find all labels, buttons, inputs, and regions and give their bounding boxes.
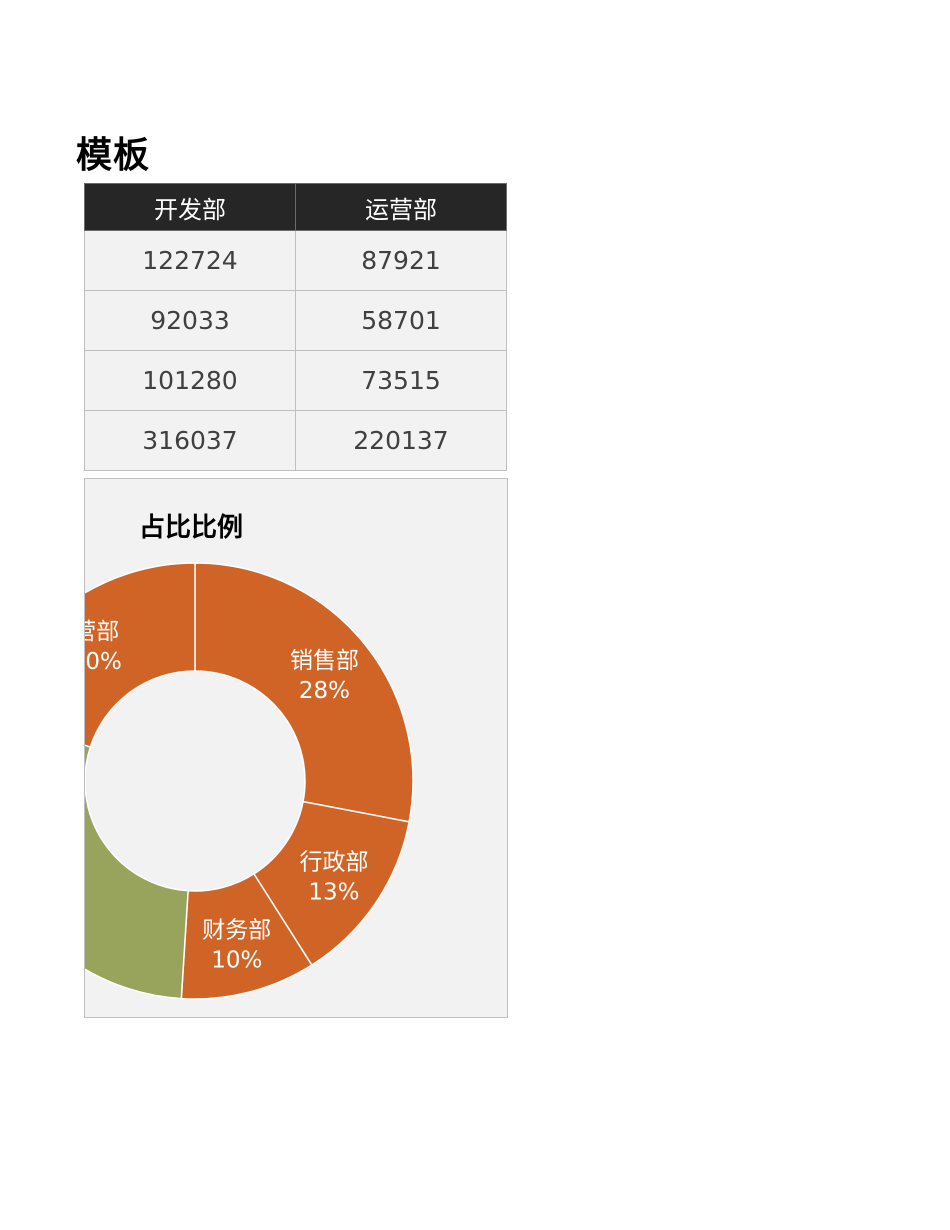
donut-slice — [85, 744, 189, 1000]
donut-slice — [194, 562, 414, 823]
chart-title: 占比比例 — [139, 513, 244, 543]
slice-percent-label: 13% — [308, 879, 359, 905]
table-row: 122724 87921 — [84, 230, 507, 291]
table-cell: 101280 — [84, 350, 296, 411]
slice-percent-label: 28% — [299, 678, 350, 704]
table-cell: 316037 — [84, 410, 296, 471]
table-cell: 122724 — [84, 230, 296, 291]
slice-percent-label: 20% — [85, 649, 122, 675]
page-title: 模板 — [76, 135, 151, 176]
table-cell: 220137 — [295, 410, 507, 471]
data-table: 开发部 运营部 122724 87921 92033 58701 101280 … — [84, 183, 507, 471]
donut-slice — [85, 562, 196, 748]
table-cell: 73515 — [295, 350, 507, 411]
table-cell: 92033 — [84, 290, 296, 351]
slice-label: 财务部 — [202, 918, 271, 944]
slice-percent-label: 10% — [211, 948, 262, 974]
slice-label: 营部 — [85, 619, 119, 645]
slice-label: 行政部 — [299, 849, 368, 875]
table-row: 101280 73515 — [84, 350, 507, 411]
column-header: 运营部 — [295, 183, 507, 231]
slice-label: 销售部 — [290, 648, 359, 674]
column-header: 开发部 — [84, 183, 296, 231]
table-row: 92033 58701 — [84, 290, 507, 351]
table-row: 316037 220137 — [84, 410, 507, 471]
table-cell: 87921 — [295, 230, 507, 291]
table-header-row: 开发部 运营部 — [84, 183, 507, 231]
table-cell: 58701 — [295, 290, 507, 351]
